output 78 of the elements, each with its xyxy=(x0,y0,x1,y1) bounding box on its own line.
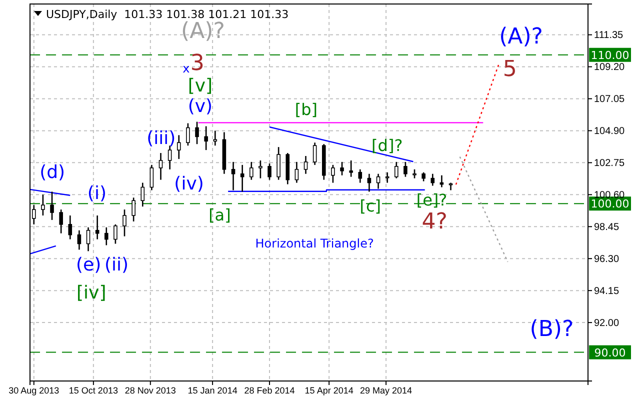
y-tick-label: 107.05 xyxy=(594,94,626,105)
candlestick xyxy=(186,122,190,146)
candlestick xyxy=(430,173,435,186)
candlestick xyxy=(122,208,126,237)
candlestick xyxy=(231,161,236,191)
candlestick xyxy=(150,164,154,191)
y-tick-label: 98.45 xyxy=(594,222,620,233)
candlestick xyxy=(349,160,353,178)
candlestick xyxy=(176,134,181,160)
x-tick-label: 15 Oct 2013 xyxy=(68,385,118,396)
candlestick xyxy=(331,164,335,184)
ref-line-label: 90.00 xyxy=(594,346,626,360)
annotation: (A)? xyxy=(499,24,543,50)
x-tick-label: 15 Jan 2014 xyxy=(188,385,238,396)
annotation: [v] xyxy=(188,75,213,96)
candlestick xyxy=(41,194,45,216)
chart-title: USDJPY,Daily 101.33 101.38 101.21 101.33 xyxy=(46,8,289,21)
annotation: (d) xyxy=(40,162,66,184)
candlestick xyxy=(276,146,280,180)
candlestick xyxy=(104,226,108,246)
candlestick xyxy=(86,226,90,252)
annotation: 5 xyxy=(502,56,517,82)
annotation: Horizontal Triangle? xyxy=(255,236,374,251)
x-tick-label: 30 Aug 2013 xyxy=(8,385,60,396)
candlestick xyxy=(59,208,63,234)
annotation: (A)? xyxy=(181,19,225,44)
candlestick xyxy=(367,173,372,192)
annotation: [e]? xyxy=(416,190,448,210)
annotation: [iv] xyxy=(76,282,106,304)
annotation: (B)? xyxy=(530,316,574,342)
candlestick xyxy=(304,155,308,174)
annotation: (iii) xyxy=(146,128,176,150)
annotation: (e) xyxy=(76,254,102,276)
annotation: (ii) xyxy=(104,254,129,276)
x-tick-label: 29 May 2014 xyxy=(360,385,412,396)
candlestick xyxy=(268,162,272,180)
y-tick-label: 92.00 xyxy=(594,318,620,329)
candlestick xyxy=(404,161,408,178)
annotation: x xyxy=(182,61,190,76)
candlestick xyxy=(312,142,317,166)
candlestick xyxy=(158,152,163,180)
ref-line-label: 100.00 xyxy=(590,198,630,211)
y-tick-label: 96.30 xyxy=(594,254,620,265)
annotation: [a] xyxy=(208,206,231,225)
y-tick-label: 111.35 xyxy=(594,30,624,41)
x-tick-label: 28 Nov 2013 xyxy=(124,385,176,396)
candlestick xyxy=(140,182,145,208)
candlestick xyxy=(376,173,380,190)
x-tick-label: 15 Apr 2014 xyxy=(304,385,354,396)
candlestick xyxy=(258,160,262,179)
candlestick xyxy=(340,161,344,176)
annotation: (iv) xyxy=(174,173,204,194)
annotation: [d]? xyxy=(372,136,403,155)
candlestick xyxy=(114,224,118,244)
annotation: (i) xyxy=(87,182,106,204)
candlestick xyxy=(68,214,72,240)
candlestick xyxy=(77,230,82,250)
annotation: (v) xyxy=(188,96,213,118)
annotation: [b] xyxy=(294,100,318,120)
candlestick xyxy=(249,161,254,180)
y-tick-label: 102.75 xyxy=(594,158,626,169)
annotation: 4? xyxy=(422,209,448,234)
candlestick xyxy=(394,161,398,179)
annotation: 3 xyxy=(190,51,204,76)
y-tick-label: 104.90 xyxy=(594,126,626,137)
y-tick-label: 94.15 xyxy=(594,286,620,297)
candlestick xyxy=(213,130,218,146)
candlestick xyxy=(358,168,362,184)
candlestick xyxy=(168,144,172,170)
ref-line-label: 110.00 xyxy=(590,48,630,62)
x-tick-label: 28 Feb 2014 xyxy=(244,385,295,396)
candlestick xyxy=(294,161,299,184)
y-tick-label: 109.20 xyxy=(594,62,626,73)
annotation: [c] xyxy=(360,196,382,216)
candlestick xyxy=(195,121,199,145)
candlestick xyxy=(132,196,136,222)
candlestick xyxy=(50,191,54,221)
candlestick xyxy=(204,126,208,151)
